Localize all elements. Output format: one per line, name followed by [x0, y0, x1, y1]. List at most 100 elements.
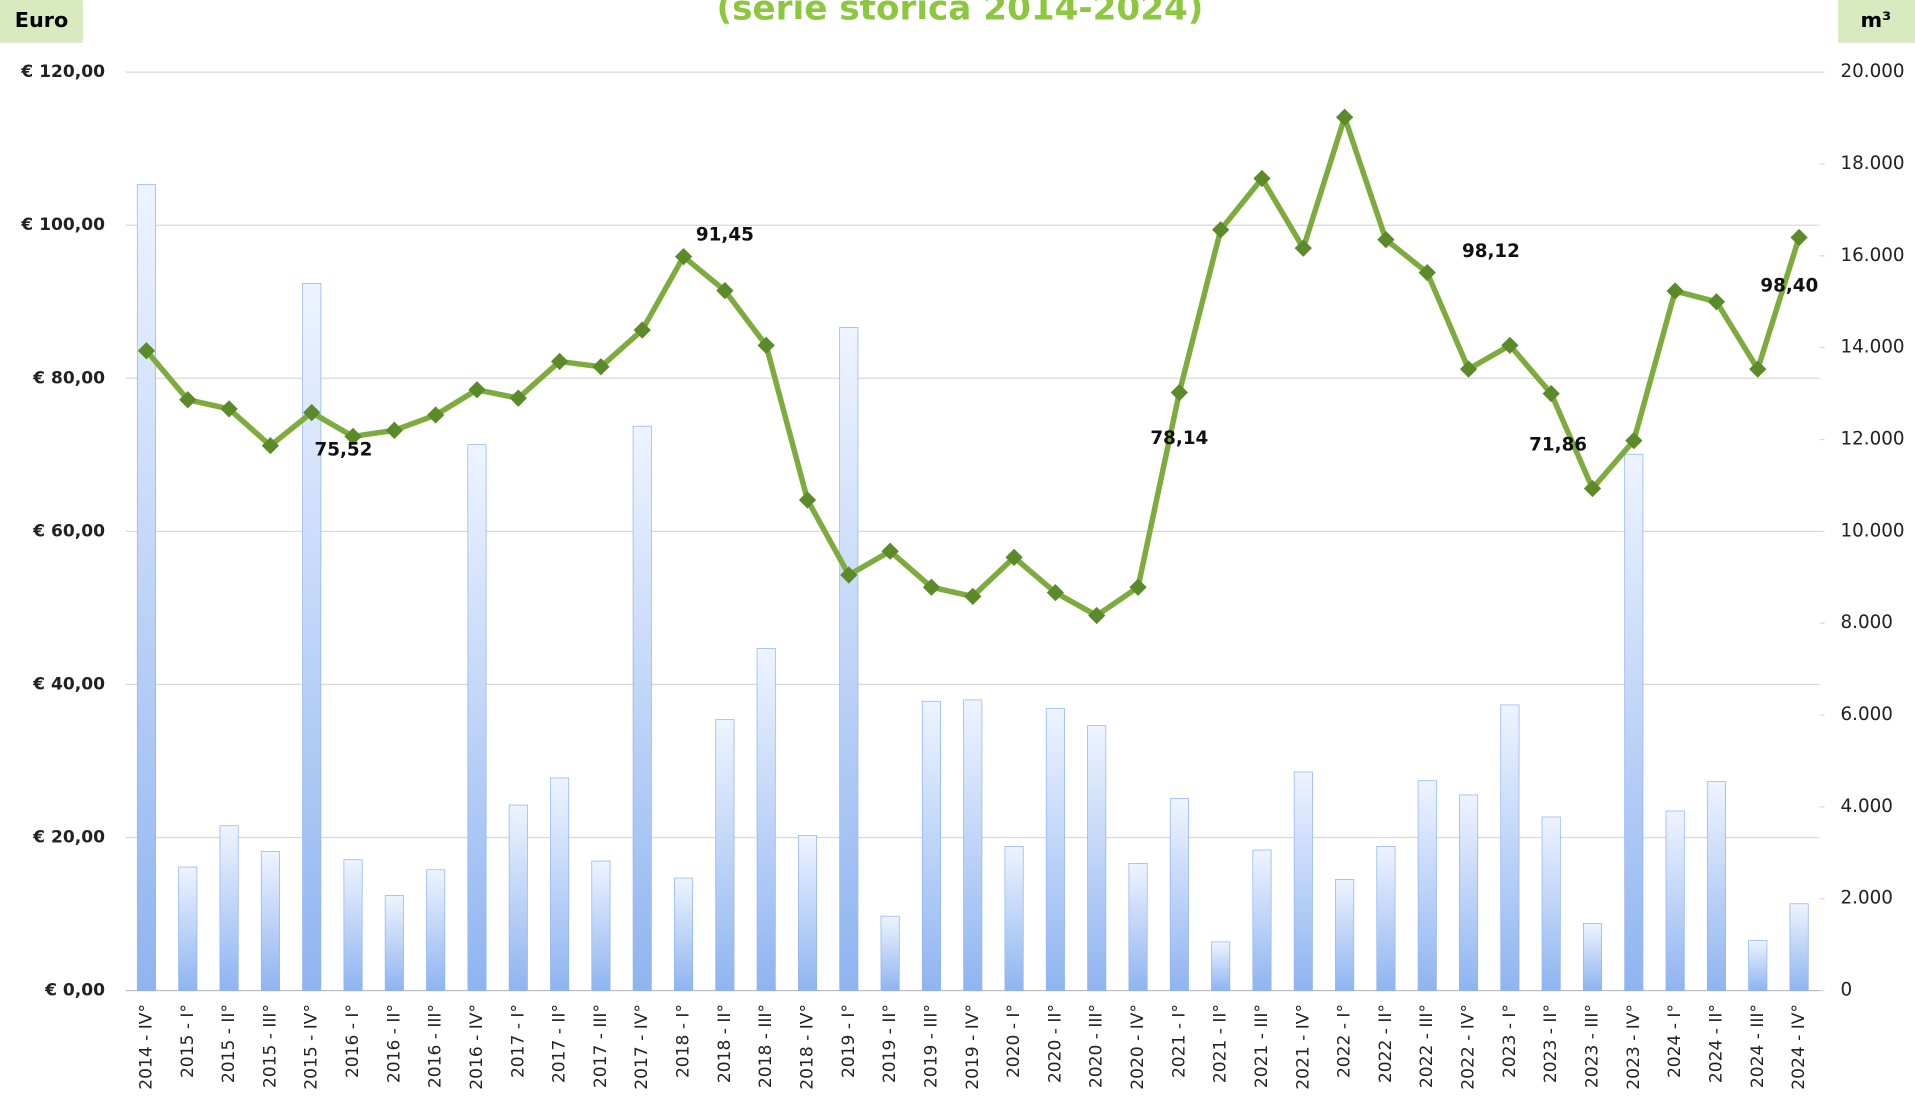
data-label: 98,40: [1760, 275, 1818, 296]
y2-tick-label: 16.000: [1841, 245, 1905, 266]
x-tick-label: 2016 - IV°: [467, 1004, 487, 1090]
x-tick-label: 2018 - III°: [756, 1004, 776, 1088]
bar: [302, 283, 322, 991]
marker: [1418, 264, 1436, 282]
marker: [1790, 228, 1808, 247]
x-tick-label: 2021 - III°: [1252, 1004, 1272, 1088]
x-tick-label: 2019 - I°: [839, 1004, 859, 1078]
x-tick-label: 2017 - II°: [550, 1004, 570, 1083]
x-tick-label: 2024 - II°: [1706, 1004, 1726, 1083]
y2-tick-label: 8.000: [1841, 612, 1893, 633]
marker: [592, 358, 610, 376]
x-tick-label: 2018 - IV°: [798, 1004, 818, 1090]
marker: [1170, 383, 1188, 402]
x-tick-label: 2014 - IV°: [136, 1004, 156, 1090]
marker: [798, 491, 817, 509]
bar: [1459, 794, 1479, 991]
marker: [344, 427, 362, 446]
data-label: 98,12: [1462, 241, 1520, 262]
bars: [136, 184, 1809, 991]
marker: [1294, 239, 1312, 257]
marker: [964, 587, 982, 606]
marker: [137, 342, 156, 360]
bar: [1293, 771, 1313, 991]
x-tick-label: 2020 - I°: [1004, 1004, 1024, 1078]
marker: [1253, 169, 1271, 188]
x-tick-label: 2022 - III°: [1417, 1004, 1437, 1088]
marker: [1459, 360, 1478, 378]
bar: [756, 648, 776, 991]
x-tick-label: 2022 - II°: [1376, 1004, 1396, 1083]
bar: [1500, 704, 1520, 991]
x-tick-label: 2023 - IV°: [1624, 1004, 1644, 1090]
bar: [797, 834, 818, 991]
bar: [715, 719, 735, 991]
x-tick-label: 2021 - IV°: [1293, 1004, 1313, 1090]
bar: [426, 869, 446, 991]
bar: [1417, 780, 1437, 991]
bar: [1087, 725, 1107, 991]
bar: [1335, 879, 1355, 991]
x-tick-label: 2019 - IV°: [963, 1004, 983, 1090]
bar: [219, 825, 239, 991]
bar: [1128, 862, 1148, 991]
marker: [1088, 606, 1106, 625]
y2-tick-label: 14.000: [1841, 337, 1905, 358]
marker: [1707, 293, 1726, 311]
marker: [385, 421, 403, 439]
x-tick-label: 2016 - I°: [343, 1004, 363, 1078]
y-tick-label: € 0,00: [44, 981, 105, 1001]
marker: [1749, 360, 1767, 378]
marker: [1666, 282, 1684, 300]
marker: [468, 381, 486, 399]
bar: [1211, 941, 1231, 991]
data-label: 91,45: [696, 225, 754, 246]
x-tick-label: 2015 - III°: [260, 1004, 280, 1088]
y-tick-label: € 60,00: [32, 521, 105, 541]
bar: [508, 804, 528, 991]
y2-axis-label: m³: [1861, 8, 1892, 32]
x-tick-label: 2023 - I°: [1500, 1004, 1520, 1078]
y2-tick-label: 20.000: [1841, 61, 1905, 82]
marker: [1046, 583, 1065, 602]
marker: [1625, 431, 1643, 450]
x-tick-label: 2022 - IV°: [1459, 1004, 1479, 1090]
x-tick-label: 2020 - III°: [1087, 1004, 1107, 1088]
bar: [674, 877, 694, 991]
marker: [1377, 230, 1395, 249]
y2-tick-label: 6.000: [1841, 704, 1893, 725]
x-tick-label: 2022 - I°: [1335, 1004, 1355, 1078]
marker: [1005, 548, 1023, 567]
bar: [880, 915, 900, 991]
labels: 75,52 91,45 78,14 98,12 71,86 98,40: [315, 225, 1819, 461]
bar: [1004, 845, 1024, 991]
y2-tick-label: 18.000: [1841, 153, 1905, 174]
x-tick-label: 2015 - I°: [178, 1004, 198, 1078]
y-tick-label: € 40,00: [32, 674, 105, 694]
marker: [1212, 221, 1230, 239]
marker: [1335, 108, 1354, 126]
x-tick-label: 2019 - II°: [880, 1004, 900, 1083]
x-tick-label: 2017 - IV°: [632, 1004, 652, 1090]
bar: [1169, 798, 1189, 991]
grid: € 0,00 € 20,00 € 40,00 € 60,00 € 80,00 € 100,…: [20, 61, 1904, 1090]
marker: [1583, 479, 1602, 498]
bar: [260, 851, 280, 991]
x-tick-label: 2023 - II°: [1541, 1004, 1561, 1083]
bar: [384, 895, 404, 991]
bar: [343, 859, 363, 991]
data-label: 75,52: [315, 439, 373, 460]
x-tick-label: 2024 - III°: [1748, 1004, 1768, 1088]
marker: [881, 542, 899, 560]
x-tick-label: 2018 - II°: [715, 1004, 735, 1083]
y2-label-box: [1838, 0, 1915, 43]
x-tick-label: 2021 - I°: [1169, 1004, 1189, 1078]
marker: [1542, 384, 1560, 403]
bar: [136, 184, 156, 991]
marker: [840, 566, 858, 584]
line: [144, 114, 1802, 619]
bar: [1582, 923, 1603, 991]
line-layer: [137, 108, 1808, 625]
x-tick-label: 2015 - IV°: [302, 1004, 322, 1090]
bar: [1789, 903, 1809, 991]
